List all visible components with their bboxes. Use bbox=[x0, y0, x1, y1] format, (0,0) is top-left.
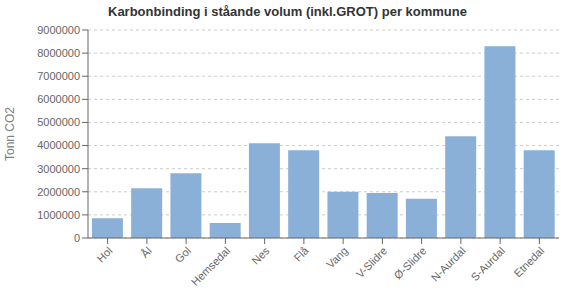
svg-text:Hol: Hol bbox=[94, 244, 114, 264]
svg-text:5000000: 5000000 bbox=[37, 116, 80, 128]
svg-text:Flå: Flå bbox=[292, 244, 312, 264]
svg-text:Tonn CO2: Tonn CO2 bbox=[8, 107, 17, 161]
svg-text:0: 0 bbox=[74, 232, 80, 244]
svg-text:Vang: Vang bbox=[324, 244, 350, 270]
svg-text:N-Aurdal: N-Aurdal bbox=[429, 244, 468, 283]
svg-text:Ål: Ål bbox=[138, 244, 153, 259]
svg-text:2000000: 2000000 bbox=[37, 186, 80, 198]
svg-text:Ø-Slidre: Ø-Slidre bbox=[392, 244, 429, 281]
svg-text:V-Slidre: V-Slidre bbox=[354, 244, 390, 280]
svg-text:Gol: Gol bbox=[172, 244, 193, 265]
svg-text:S-Aurdal: S-Aurdal bbox=[468, 244, 507, 283]
svg-text:Etnedal: Etnedal bbox=[511, 244, 546, 279]
svg-text:Nes: Nes bbox=[249, 244, 272, 267]
svg-text:Hemsedal: Hemsedal bbox=[189, 244, 233, 288]
svg-text:6000000: 6000000 bbox=[37, 93, 80, 105]
svg-text:8000000: 8000000 bbox=[37, 47, 80, 59]
svg-text:1000000: 1000000 bbox=[37, 209, 80, 221]
svg-text:9000000: 9000000 bbox=[37, 24, 80, 36]
svg-text:7000000: 7000000 bbox=[37, 70, 80, 82]
html-text:Karbonbinding i ståande volum: Karbonbinding i ståande volum (inkl.GROT… bbox=[108, 4, 467, 19]
svg-text:3000000: 3000000 bbox=[37, 163, 80, 175]
svg-text:4000000: 4000000 bbox=[37, 139, 80, 151]
